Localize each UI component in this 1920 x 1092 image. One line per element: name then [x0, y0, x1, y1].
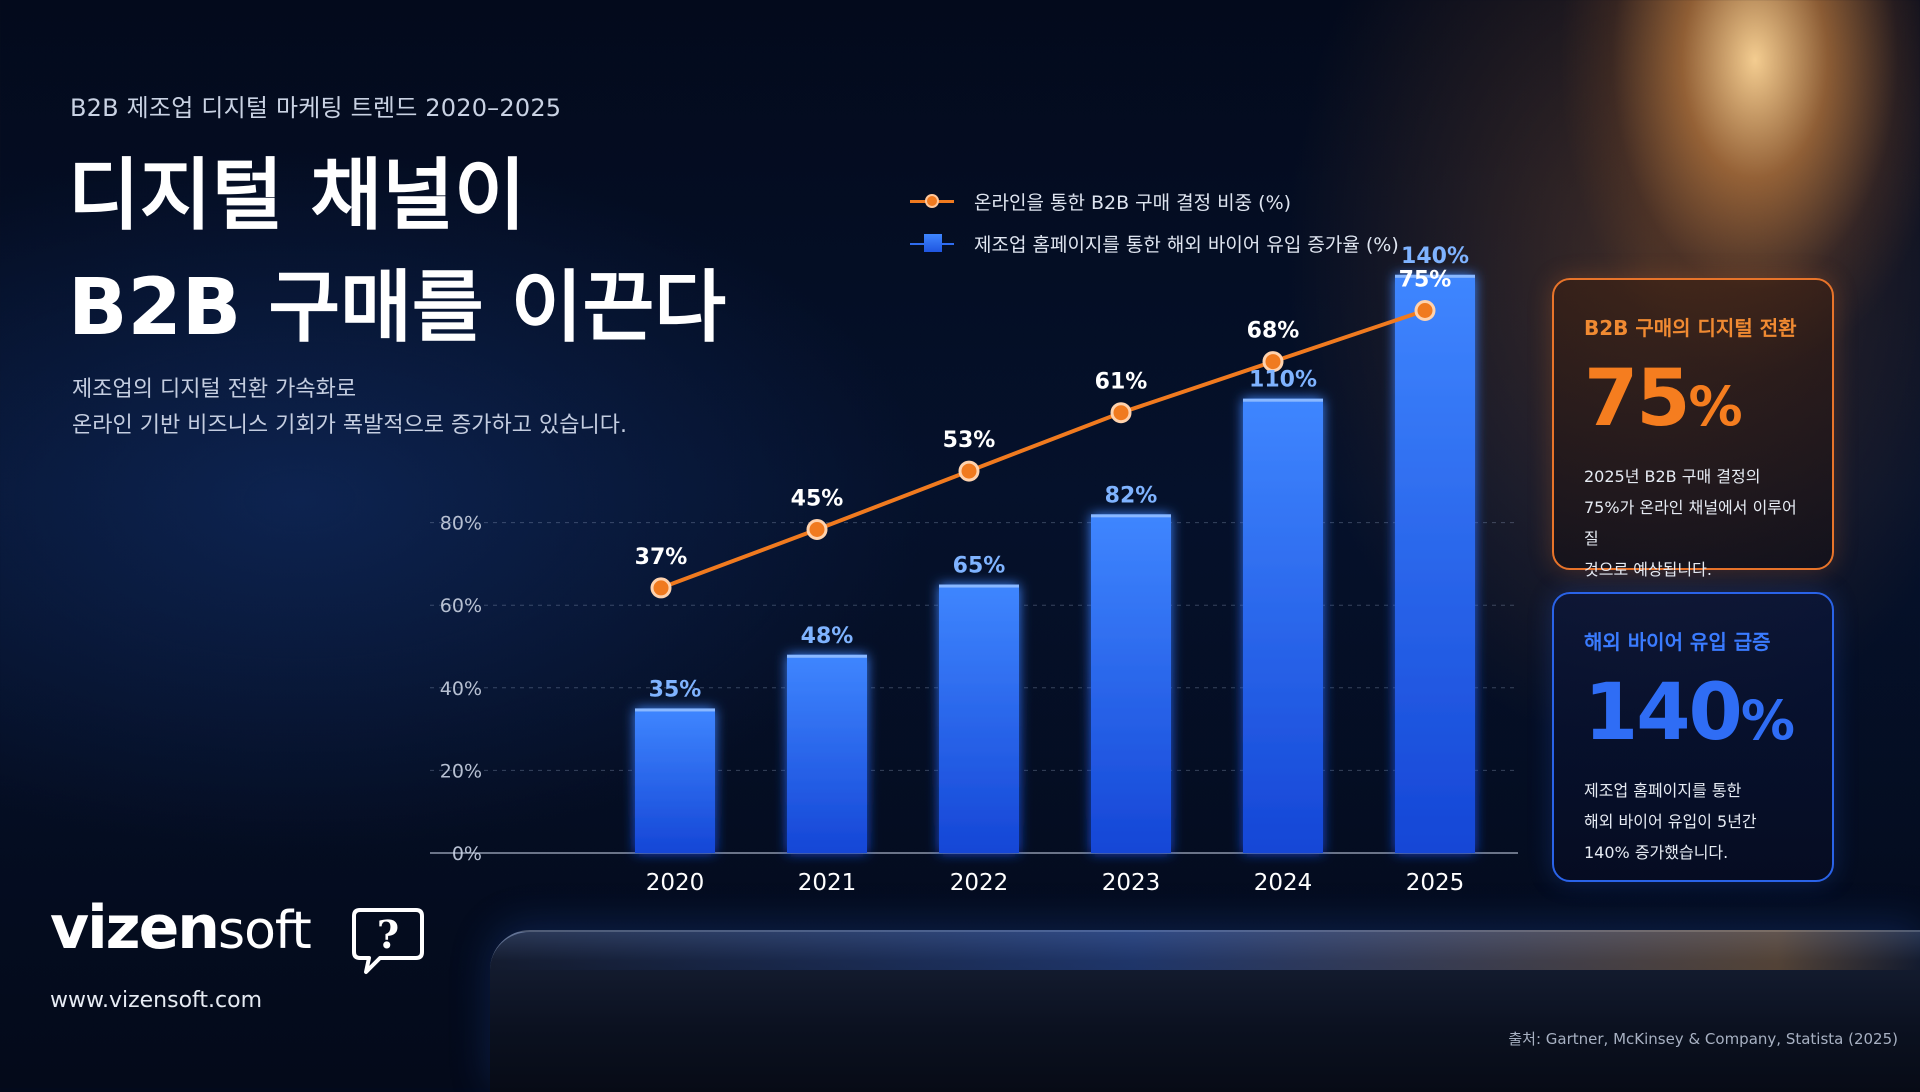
chart-legend: 온라인을 통한 B2B 구매 결정 비중 (%) 제조업 홈페이지를 통한 해외…	[910, 180, 1399, 264]
bar-2020	[635, 708, 715, 853]
x-tick-label: 2022	[950, 870, 1009, 896]
brand-logo: vizensoft ? www.vizensoft.com	[50, 893, 424, 1013]
legend-item-bar: 제조업 홈페이지를 통한 해외 바이어 유입 증가율 (%)	[910, 222, 1399, 264]
bar-value-label: 65%	[953, 554, 1006, 579]
line-point	[1110, 402, 1132, 424]
label-layer: 35% 2020 48% 2021 65% 2022 82% 2023 110% 2024 140%…	[635, 244, 1469, 896]
logo-name-light: soft	[218, 901, 312, 961]
page-title: 디지털 채널이 B2B 구매를 이끈다	[68, 140, 726, 364]
brand-url[interactable]: www.vizensoft.com	[50, 988, 262, 1013]
bar-highlight	[787, 654, 867, 658]
description-line-2: 온라인 기반 비즈니스 기회가 폭발적으로 증가하고 있습니다.	[72, 413, 627, 438]
eyebrow-text: B2B 제조업 디지털 마케팅 트렌드 2020–2025	[70, 94, 562, 122]
card-value: 75%	[1584, 355, 1802, 451]
line-value-label: 53%	[943, 428, 996, 453]
bar-value-label: 110%	[1249, 368, 1317, 393]
card-value-number: 75	[1584, 354, 1691, 444]
bar-highlight	[1243, 398, 1323, 402]
card-description: 제조업 홈페이지를 통한 해외 바이어 유입이 5년간 140% 증가했습니다.	[1584, 775, 1802, 868]
logo-wordmark: vizensoft	[50, 893, 312, 963]
y-tick-label: 40%	[440, 678, 482, 700]
card-text-line: 140% 증가했습니다.	[1584, 843, 1729, 862]
bar-2025	[1395, 274, 1475, 853]
card-label: 해외 바이어 유입 급증	[1584, 630, 1771, 654]
legend-item-line: 온라인을 통한 B2B 구매 결정 비중 (%)	[910, 180, 1399, 222]
card-text-line: 75%가 온라인 채널에서 이루어질	[1584, 498, 1797, 548]
line-value-label: 75%	[1399, 268, 1452, 293]
card-text-line: 제조업 홈페이지를 통한	[1584, 781, 1742, 800]
line-point	[806, 519, 828, 540]
line-value-label: 37%	[635, 545, 688, 570]
y-tick-label: 60%	[440, 595, 482, 617]
x-tick-label: 2020	[646, 870, 705, 896]
speech-bubble-icon: ?	[352, 908, 424, 974]
y-tick-label: 20%	[440, 760, 482, 782]
y-tick-label: 0%	[452, 843, 482, 865]
line-point	[1262, 351, 1284, 373]
x-tick-label: 2023	[1102, 870, 1161, 896]
bar-value-label: 35%	[649, 677, 702, 702]
legend-line-label: 온라인을 통한 B2B 구매 결정 비중 (%)	[974, 191, 1292, 214]
logo-name-bold: vizen	[50, 893, 220, 963]
legend-line-marker	[910, 189, 954, 213]
stat-card-digital-transition: B2B 구매의 디지털 전환 75% 2025년 B2B 구매 결정의 75%가…	[1552, 278, 1834, 579]
description-line-1: 제조업의 디지털 전환 가속화로	[72, 377, 357, 402]
pedestal-decoration	[490, 930, 1920, 1092]
title-line-1: 디지털 채널이	[68, 151, 526, 241]
card-value-unit: %	[1688, 375, 1743, 438]
legend-bar-marker	[910, 231, 954, 255]
x-tick-label: 2021	[798, 870, 857, 896]
bar-2022	[939, 584, 1019, 853]
line-value-label: 68%	[1247, 319, 1300, 344]
bar-2021	[787, 654, 867, 853]
card-description: 2025년 B2B 구매 결정의 75%가 온라인 채널에서 이루어질 것으로 …	[1584, 461, 1802, 585]
bar-highlight	[1395, 274, 1475, 278]
bar-2024	[1243, 398, 1323, 853]
legend-bar-label: 제조업 홈페이지를 통한 해외 바이어 유입 증가율 (%)	[974, 233, 1399, 256]
line-layer	[650, 300, 1436, 599]
card-text-line: 2025년 B2B 구매 결정의	[1584, 467, 1761, 486]
x-tick-label: 2024	[1254, 870, 1313, 896]
bar-value-label: 140%	[1401, 244, 1469, 269]
bar-highlight	[635, 708, 715, 712]
card-text-line: 것으로 예상됩니다.	[1584, 560, 1712, 579]
card-value: 140%	[1584, 669, 1802, 765]
bar-value-label: 48%	[801, 624, 854, 649]
bar-highlight	[1091, 514, 1171, 518]
pedestal-glow	[490, 930, 1920, 970]
stat-card-buyer-growth: 해외 바이어 유입 급증 140% 제조업 홈페이지를 통한 해외 바이어 유입…	[1552, 592, 1834, 882]
bar-2023	[1091, 514, 1171, 853]
line-value-label: 61%	[1095, 370, 1148, 395]
bar-layer	[635, 274, 1475, 853]
bar-value-label: 82%	[1105, 483, 1158, 508]
line-point	[958, 460, 980, 482]
x-tick-label: 2025	[1406, 870, 1465, 896]
line-point	[1414, 300, 1436, 321]
line-value-label: 45%	[791, 487, 844, 512]
bar-highlight	[939, 584, 1019, 588]
card-label: B2B 구매의 디지털 전환	[1584, 316, 1797, 340]
bubble-question-glyph: ?	[377, 912, 399, 957]
description: 제조업의 디지털 전환 가속화로 온라인 기반 비즈니스 기회가 폭발적으로 증…	[72, 372, 627, 444]
source-note: 출처: Gartner, McKinsey & Company, Statist…	[1508, 1030, 1898, 1048]
line-series	[660, 308, 1426, 590]
line-point	[650, 577, 672, 599]
y-tick-label: 80%	[440, 513, 482, 535]
card-value-number: 140	[1584, 668, 1743, 758]
card-text-line: 해외 바이어 유입이 5년간	[1584, 812, 1757, 831]
card-value-unit: %	[1740, 689, 1795, 752]
title-line-2: B2B 구매를 이끈다	[68, 263, 727, 353]
